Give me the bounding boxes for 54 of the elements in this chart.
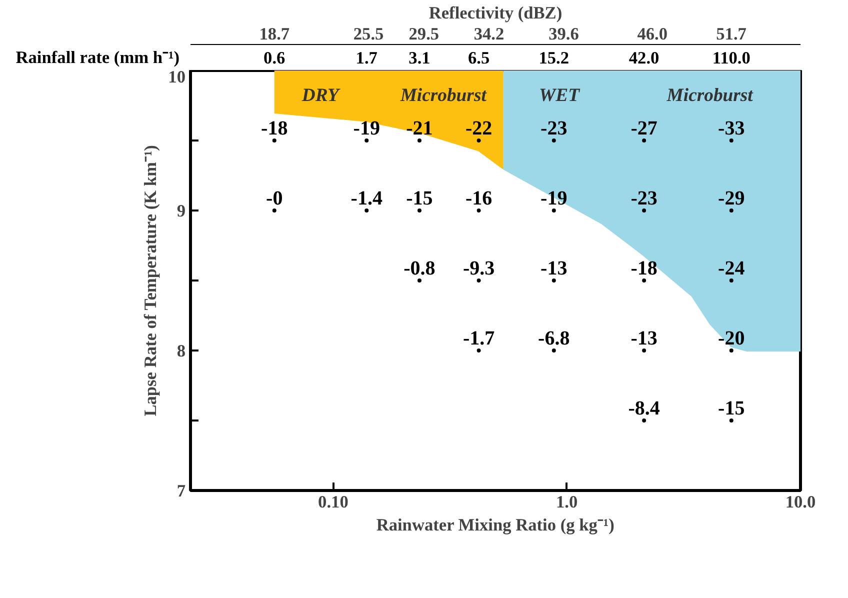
annotation: -24: [718, 258, 745, 280]
x2-tick-label: 34.2: [474, 24, 504, 44]
annotation: -22: [466, 118, 492, 140]
y-tick-label: 7: [176, 482, 186, 500]
annotation: -8.4: [628, 398, 660, 420]
text: 42.0: [628, 48, 660, 68]
annotation: -19: [540, 188, 568, 210]
text: 6.5: [468, 48, 490, 68]
annotation: Microburst: [399, 85, 488, 106]
x2-tick-label: 18.7: [259, 24, 290, 44]
annotation: -29: [718, 188, 745, 210]
x-tick-label: 10.0: [785, 492, 816, 512]
annotation: -0.8: [404, 258, 436, 280]
y-axis-title: Lapse Rate of Temperature (K km⁻¹): [141, 144, 160, 416]
annotation: -6.8: [538, 328, 570, 350]
annotation: -21: [406, 118, 433, 140]
text: 15.2: [538, 48, 570, 68]
annotation: -23: [540, 118, 568, 140]
annotation: DRY: [300, 85, 340, 106]
x2-axis-title: Reflectivity (dBZ): [428, 4, 562, 22]
text: 1.7: [356, 48, 378, 68]
annotation: -1.7: [463, 328, 495, 350]
text: Rainfall rate (mm h⁻¹): [16, 48, 180, 67]
y-tick-label: 8: [176, 342, 186, 360]
x2-tick-label: 46.0: [637, 24, 668, 44]
annotation: -27: [630, 118, 658, 140]
text: 110.0: [712, 48, 750, 68]
annotation: WET: [539, 85, 580, 106]
x-axis-title: Rainwater Mixing Ratio (g kg⁻¹): [376, 516, 615, 534]
x2-tick-label: 29.5: [408, 24, 440, 44]
x2-tick-label: 39.6: [548, 24, 580, 44]
x2-tick-label: 25.5: [353, 24, 384, 44]
annotation: -23: [630, 188, 658, 210]
x-tick-label: 0.10: [318, 492, 348, 512]
annotation: -13: [540, 258, 568, 280]
annotation: -0: [266, 188, 283, 210]
annotation: -18: [630, 258, 658, 280]
annotation: -9.3: [463, 258, 495, 280]
annotation: -18: [261, 118, 288, 140]
annotation: -1.4: [350, 188, 382, 210]
y-tick-label: 10: [168, 68, 186, 86]
text: 0.6: [264, 48, 286, 68]
annotation: -13: [630, 328, 658, 350]
annotation: -33: [718, 118, 745, 140]
annotation: -15: [718, 398, 745, 420]
x-tick-label: 1.0: [556, 492, 578, 512]
x2-tick-label: 51.7: [716, 24, 747, 44]
annotation: -16: [466, 188, 492, 210]
text: 3.1: [408, 48, 430, 68]
annotation: -15: [406, 188, 433, 210]
annotation: -19: [353, 118, 380, 140]
annotation: -20: [718, 328, 745, 350]
y-tick-label: 9: [176, 202, 186, 220]
annotation: Microburst: [666, 85, 754, 106]
